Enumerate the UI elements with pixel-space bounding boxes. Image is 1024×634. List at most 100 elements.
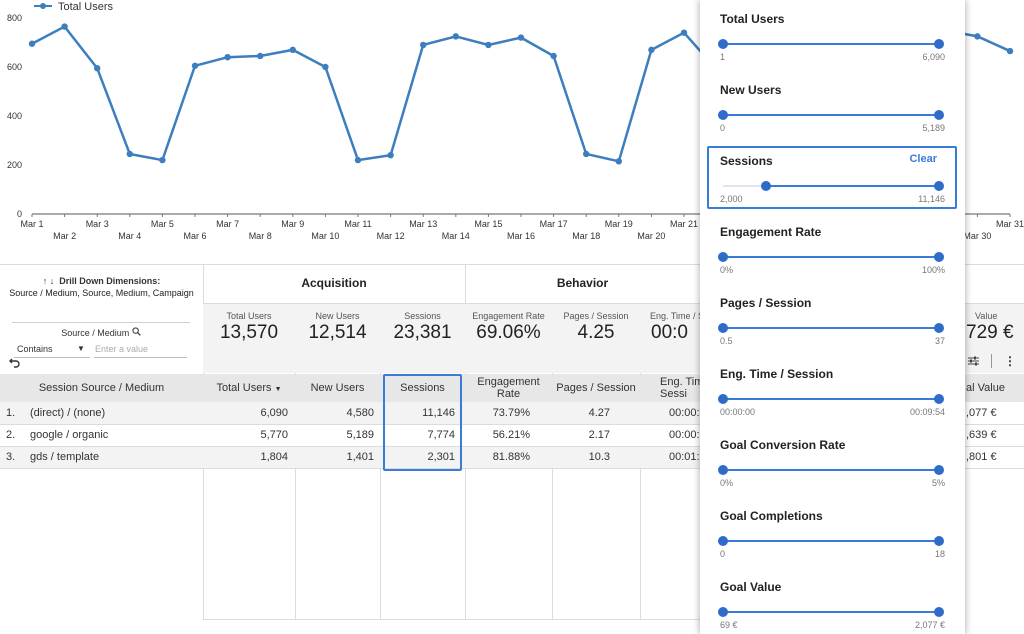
data-point: [1006, 47, 1014, 55]
filter-title: Total Users: [720, 12, 785, 26]
slider-min-handle[interactable]: [718, 110, 728, 120]
slider-max-handle[interactable]: [934, 181, 944, 191]
x-tick-label: Mar 6: [183, 231, 206, 241]
slider-min-handle[interactable]: [718, 252, 728, 262]
slider-min-handle[interactable]: [718, 465, 728, 475]
slider-range[interactable]: [723, 114, 939, 116]
slider-max-label: 6,090: [922, 52, 945, 62]
active-filter-highlight: [707, 146, 957, 209]
slider-range[interactable]: [766, 185, 939, 187]
slider-min-handle[interactable]: [718, 394, 728, 404]
slider-range[interactable]: [723, 469, 939, 471]
row-pages-session: 4.27: [588, 407, 610, 419]
data-point: [615, 158, 622, 165]
clear-filter-button[interactable]: Clear: [909, 153, 937, 165]
slider-range[interactable]: [723, 540, 939, 542]
slider-min-handle[interactable]: [761, 181, 772, 191]
slider-range[interactable]: [723, 327, 939, 329]
search-icon[interactable]: [132, 327, 141, 338]
row-index: 1.: [6, 407, 16, 419]
x-tick-label: Mar 30: [963, 231, 991, 241]
slider-min-handle[interactable]: [718, 323, 728, 333]
y-tick-label: 800: [7, 13, 22, 23]
data-point: [452, 33, 459, 40]
slider-min-handle[interactable]: [718, 536, 728, 546]
range-filter-new-users: New Users 0 5,189: [700, 71, 965, 142]
filter-value-input[interactable]: Enter a value: [95, 344, 149, 354]
slider-range[interactable]: [723, 611, 939, 613]
row-source-medium: (direct) / (none): [30, 407, 106, 419]
x-tick-label: Mar 1: [20, 219, 43, 229]
y-tick-label: 400: [7, 111, 22, 121]
table-row[interactable]: [0, 425, 700, 447]
table-row[interactable]: [0, 447, 700, 469]
column-header-sessions[interactable]: Sessions: [400, 382, 445, 394]
summary-label-new-users: New Users: [315, 311, 360, 321]
data-point: [648, 46, 655, 54]
drill-down-arrows-icon[interactable]: ↑ ↓: [42, 276, 55, 286]
row-source-medium: gds / template: [30, 451, 100, 463]
data-point: [583, 150, 590, 158]
more-options-icon[interactable]: ⋮: [1004, 354, 1016, 368]
row-total-users: 1,804: [260, 451, 288, 463]
row-eng-time: 00:01:: [669, 451, 700, 463]
y-tick-label: 0: [17, 209, 22, 219]
slider-max-handle[interactable]: [934, 607, 944, 617]
range-filter-panel: Total Users 1 6,090 New Users 0 5,189 Sessions…: [700, 0, 965, 634]
column-header-source-medium[interactable]: Session Source / Medium: [38, 382, 165, 394]
slider-min-label: 0.5: [720, 336, 733, 346]
table-row[interactable]: [0, 402, 700, 424]
slider-min-handle[interactable]: [718, 39, 728, 49]
slider-max-handle[interactable]: [934, 323, 944, 333]
column-header-value[interactable]: al Value: [966, 382, 1005, 394]
row-pages-session: 10.3: [588, 451, 610, 463]
data-point: [354, 156, 362, 164]
slider-max-label: 11,146: [918, 194, 945, 204]
range-filter-eng-time-session: Eng. Time / Session 00:00:00 00:09:54: [700, 355, 965, 426]
slider-min-handle[interactable]: [718, 607, 728, 617]
slider-max-handle[interactable]: [934, 394, 944, 404]
range-filter-goal-completions: Goal Completions 0 18: [700, 497, 965, 568]
column-header-pages-session[interactable]: Pages / Session: [556, 382, 636, 394]
range-filter-pages-session: Pages / Session 0.5 37: [700, 284, 965, 355]
table-settings-icon[interactable]: [968, 356, 979, 369]
slider-range[interactable]: [723, 256, 939, 258]
x-tick-label: Mar 10: [311, 231, 339, 241]
data-point: [289, 46, 296, 54]
data-point: [550, 52, 557, 60]
data-point: [126, 150, 133, 158]
slider-max-handle[interactable]: [934, 252, 944, 262]
x-tick-label: Mar 21: [670, 219, 698, 229]
filter-title: Sessions: [720, 154, 773, 168]
operator-select[interactable]: Contains ▼: [17, 344, 85, 354]
column-header-engagement-rate[interactable]: Engagement Rate: [477, 376, 540, 400]
undo-icon[interactable]: [9, 356, 21, 371]
summary-label-total-users: Total Users: [226, 311, 272, 321]
slider-max-handle[interactable]: [934, 536, 944, 546]
x-tick-label: Mar 2: [53, 231, 76, 241]
slider-range[interactable]: [723, 398, 939, 400]
row-eng-time: 00:00:: [669, 429, 700, 441]
slider-min-label: 1: [720, 52, 726, 62]
row-new-users: 4,580: [346, 407, 374, 419]
slider-max-handle[interactable]: [934, 110, 944, 120]
range-filter-goal-conversion-rate: Goal Conversion Rate 0% 5%: [700, 426, 965, 497]
slider-max-handle[interactable]: [934, 39, 944, 49]
x-tick-label: Mar 12: [377, 231, 405, 241]
data-point: [224, 54, 231, 61]
slider-range[interactable]: [723, 43, 939, 45]
slider-min-label: 69 €: [720, 620, 738, 630]
summary-value-value: 729 €: [966, 322, 1014, 343]
column-header-eng-time[interactable]: Eng. Tim Sessi: [660, 376, 704, 400]
slider-max-handle[interactable]: [934, 465, 944, 475]
x-tick-label: Mar 3: [86, 219, 109, 229]
drill-down-header[interactable]: ↑ ↓ Drill Down Dimensions:: [0, 276, 203, 286]
drill-down-dimensions: Source / Medium, Source, Medium, Campaig…: [9, 288, 194, 298]
column-header-total-users[interactable]: Total Users ▼: [216, 382, 282, 394]
column-header-new-users[interactable]: New Users: [310, 382, 365, 394]
slider-min-label: 00:00:00: [720, 407, 756, 417]
dropdown-caret-icon: ▼: [77, 344, 85, 353]
summary-value-eng-time: 00:0: [651, 322, 688, 343]
summary-value-new-users: 12,514: [308, 322, 367, 343]
x-tick-label: Mar 11: [344, 219, 371, 229]
